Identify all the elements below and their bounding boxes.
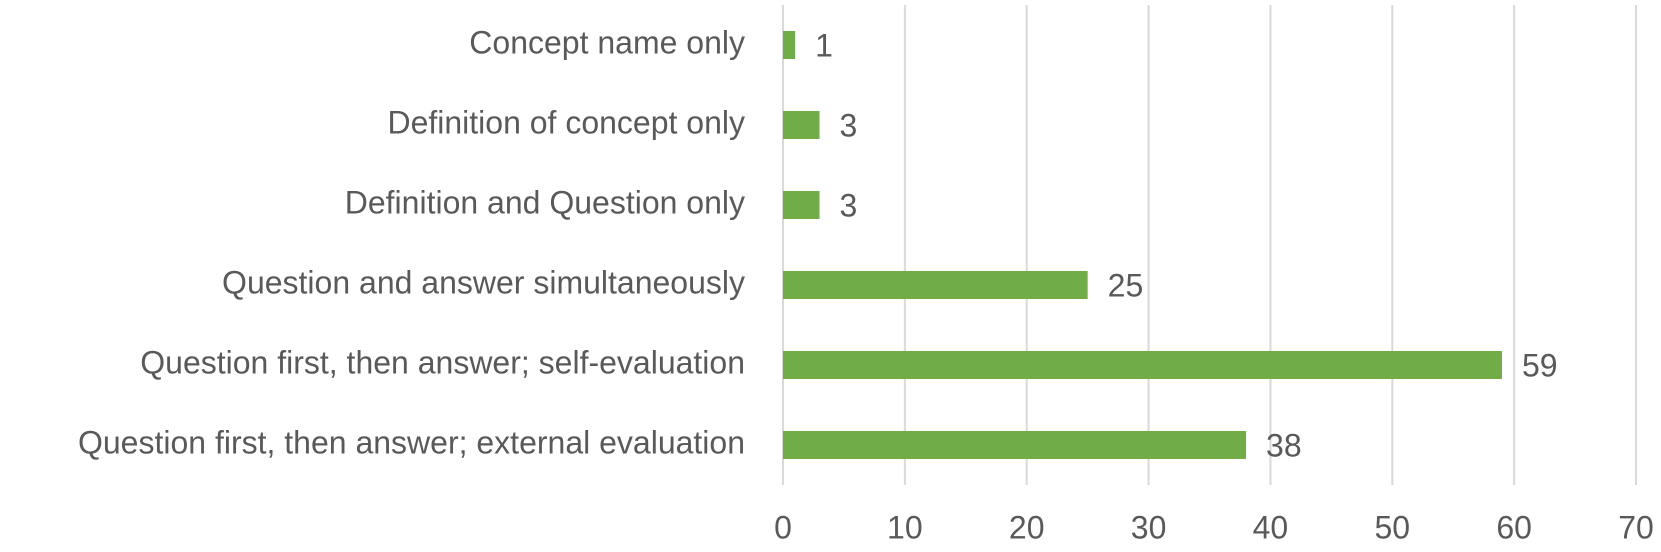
y-tick-label: Concept name only bbox=[469, 24, 745, 60]
x-tick-label: 20 bbox=[1009, 509, 1045, 545]
data-label: 59 bbox=[1522, 347, 1558, 383]
x-tick-label: 40 bbox=[1253, 509, 1289, 545]
y-tick-label: Definition and Question only bbox=[345, 184, 745, 220]
bar bbox=[783, 351, 1502, 379]
data-label: 1 bbox=[815, 27, 833, 63]
data-label: 25 bbox=[1108, 267, 1144, 303]
data-label: 3 bbox=[840, 187, 858, 223]
bar bbox=[783, 431, 1247, 459]
x-tick-label: 50 bbox=[1374, 509, 1410, 545]
data-label: 3 bbox=[840, 107, 858, 143]
y-tick-label: Question and answer simultaneously bbox=[222, 264, 745, 300]
y-tick-label: Question first, then answer; external ev… bbox=[78, 424, 745, 460]
y-tick-label: Definition of concept only bbox=[387, 104, 745, 140]
bar bbox=[783, 191, 820, 219]
x-tick-label: 10 bbox=[887, 509, 923, 545]
bar bbox=[783, 111, 820, 139]
data-label: 38 bbox=[1266, 427, 1302, 463]
x-tick-label: 30 bbox=[1131, 509, 1167, 545]
x-tick-label: 70 bbox=[1618, 509, 1654, 545]
x-tick-label: 60 bbox=[1496, 509, 1532, 545]
x-tick-label: 0 bbox=[774, 509, 792, 545]
y-tick-label: Question first, then answer; self-evalua… bbox=[140, 344, 745, 380]
bar bbox=[783, 271, 1088, 299]
bar bbox=[783, 31, 796, 59]
